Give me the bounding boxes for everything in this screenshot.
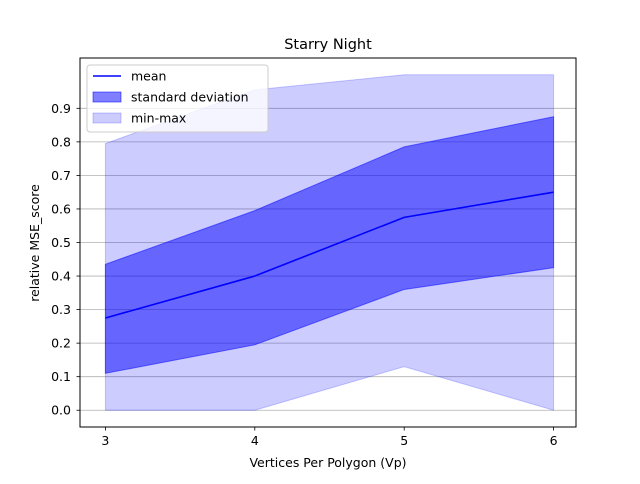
y-tick-label: 0.8 [51, 134, 71, 149]
y-tick-label: 0.5 [51, 235, 71, 250]
legend-box [86, 64, 269, 133]
mean-line-group [105, 191, 554, 319]
y-tick-label: 0.4 [51, 269, 71, 284]
legend-swatch-min-max [92, 112, 122, 124]
axis-ticks: 0.0 0.1 0.2 0.3 0.4 0.5 0.6 0.7 0.8 0.9 3 4 5 6 [51, 101, 558, 448]
legend-label-min-max: min-max [131, 111, 186, 126]
y-axis-label: relative MSE_score [27, 184, 42, 302]
x-tick-label: 4 [251, 433, 259, 448]
mean-line [105, 191, 554, 319]
y-tick-label: 0.9 [51, 101, 71, 116]
x-axis-label: Vertices Per Polygon (Vp) [249, 455, 406, 470]
x-tick-label: 6 [550, 433, 558, 448]
y-tick-label: 0.0 [51, 403, 71, 418]
legend-swatch-standard-deviation [92, 91, 122, 103]
bands [104, 74, 555, 411]
legend-label-standard-deviation: standard deviation [131, 90, 249, 105]
y-tick-label: 0.7 [51, 168, 71, 183]
legend-label-mean: mean [131, 69, 166, 84]
x-tick-label: 3 [101, 433, 109, 448]
x-tick-label: 5 [400, 433, 408, 448]
standard-deviation-band [104, 116, 555, 374]
y-tick-label: 0.3 [51, 302, 71, 317]
y-tick-label: 0.6 [51, 201, 71, 216]
chart-title: Starry Night [284, 37, 372, 53]
legend: mean standard deviation min-max [86, 64, 269, 133]
y-tick-label: 0.2 [51, 336, 71, 351]
y-tick-label: 0.1 [51, 369, 71, 384]
